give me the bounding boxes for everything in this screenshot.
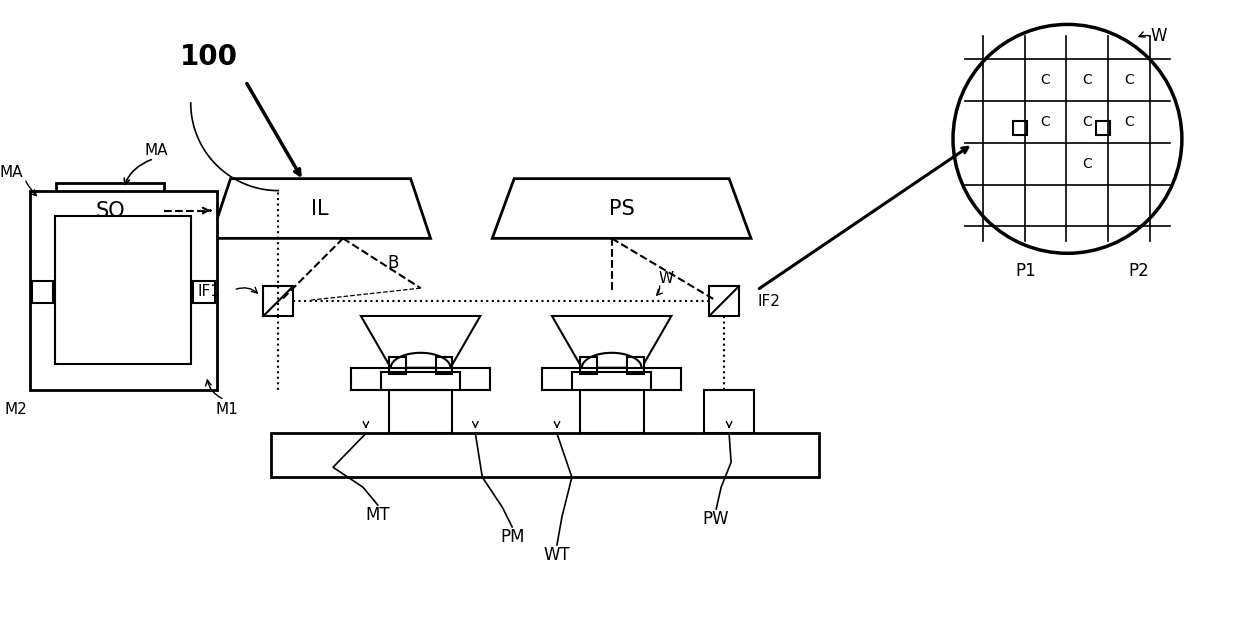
Text: W: W <box>1151 28 1167 45</box>
Text: C: C <box>1125 73 1135 87</box>
Text: 100: 100 <box>180 43 238 71</box>
Bar <box>31 281 53 303</box>
Text: PM: PM <box>500 528 525 546</box>
Text: W: W <box>658 271 675 286</box>
Text: IF1: IF1 <box>197 284 219 298</box>
Text: MA: MA <box>0 165 24 180</box>
Text: P2: P2 <box>1128 263 1149 280</box>
Bar <box>272 433 818 477</box>
Bar <box>56 183 164 239</box>
Text: IL: IL <box>311 198 329 219</box>
Text: C: C <box>1040 115 1050 129</box>
Text: SO: SO <box>95 200 125 220</box>
Text: C: C <box>1125 115 1135 129</box>
Text: P1: P1 <box>1016 263 1037 280</box>
Text: M1: M1 <box>216 402 238 417</box>
Bar <box>192 281 215 303</box>
Bar <box>709 286 739 316</box>
Polygon shape <box>211 178 430 239</box>
Bar <box>704 389 754 433</box>
Bar <box>389 357 405 374</box>
Bar <box>626 357 644 374</box>
Text: C: C <box>1083 73 1092 87</box>
Polygon shape <box>361 316 480 368</box>
Bar <box>30 191 217 389</box>
Bar <box>56 217 191 364</box>
Text: MA: MA <box>144 143 167 158</box>
Text: IF2: IF2 <box>758 293 780 308</box>
Bar <box>263 286 293 316</box>
Polygon shape <box>552 316 671 368</box>
Text: C: C <box>1083 115 1092 129</box>
Bar <box>580 389 644 433</box>
Text: MT: MT <box>366 506 391 524</box>
Bar <box>435 357 453 374</box>
Text: PS: PS <box>609 198 635 219</box>
Text: C: C <box>1083 157 1092 171</box>
Bar <box>1013 121 1027 135</box>
Text: C: C <box>1040 73 1050 87</box>
Bar <box>580 357 596 374</box>
Text: PW: PW <box>703 510 729 528</box>
Text: WT: WT <box>543 546 570 564</box>
Polygon shape <box>492 178 751 239</box>
Text: B: B <box>387 254 398 273</box>
Bar <box>1096 121 1110 135</box>
Bar <box>389 389 453 433</box>
Text: M2: M2 <box>4 402 27 417</box>
